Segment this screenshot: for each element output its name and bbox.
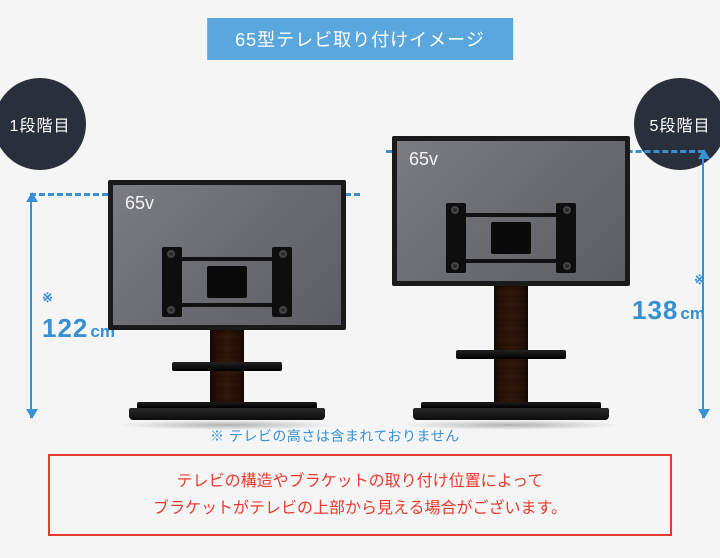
tv-screen-left: 65v bbox=[108, 180, 346, 330]
warning-line-2: ブラケットがテレビの上部から見える場合がございます。 bbox=[66, 495, 654, 522]
bracket-left bbox=[162, 247, 292, 317]
dimension-left-asterisk: ※ bbox=[42, 290, 53, 305]
header-banner: 65型テレビ取り付けイメージ bbox=[207, 18, 513, 60]
tv-screen-right: 65v bbox=[392, 136, 630, 286]
dimension-left-value: 122 bbox=[42, 313, 88, 343]
stage-badge-1-label: 1段階目 bbox=[10, 112, 71, 136]
shelf-right bbox=[456, 350, 566, 359]
dimension-right-asterisk: ※ bbox=[694, 272, 705, 287]
dimension-label-right: ※ 138cm bbox=[632, 272, 705, 326]
dimension-label-left: ※ 122cm bbox=[42, 290, 115, 344]
footnote: ※ テレビの高さは含まれておりません bbox=[210, 426, 460, 446]
stage-badge-1: 1段階目 bbox=[0, 78, 86, 170]
shelf-left bbox=[172, 362, 282, 371]
tv-unit-stage-5: 65v bbox=[392, 136, 630, 420]
dimension-right-unit: cm bbox=[680, 304, 705, 323]
stand-base-right bbox=[413, 408, 609, 420]
stand-base-left bbox=[129, 408, 325, 420]
header-title: 65型テレビ取り付けイメージ bbox=[235, 30, 485, 50]
stand-pole-right bbox=[494, 286, 528, 408]
tv-unit-stage-1: 65v bbox=[108, 180, 346, 420]
bracket-right bbox=[446, 203, 576, 273]
stage-badge-5-label: 5段階目 bbox=[650, 112, 711, 136]
tv-size-label-left: 65v bbox=[125, 193, 154, 214]
footnote-text: ※ テレビの高さは含まれておりません bbox=[210, 428, 460, 444]
dimension-right-value: 138 bbox=[632, 295, 678, 325]
warning-box: テレビの構造やブラケットの取り付け位置によって ブラケットがテレビの上部から見え… bbox=[48, 454, 672, 536]
warning-line-1: テレビの構造やブラケットの取り付け位置によって bbox=[66, 468, 654, 495]
tv-size-label-right: 65v bbox=[409, 149, 438, 170]
extension-arrow-left bbox=[30, 193, 32, 418]
